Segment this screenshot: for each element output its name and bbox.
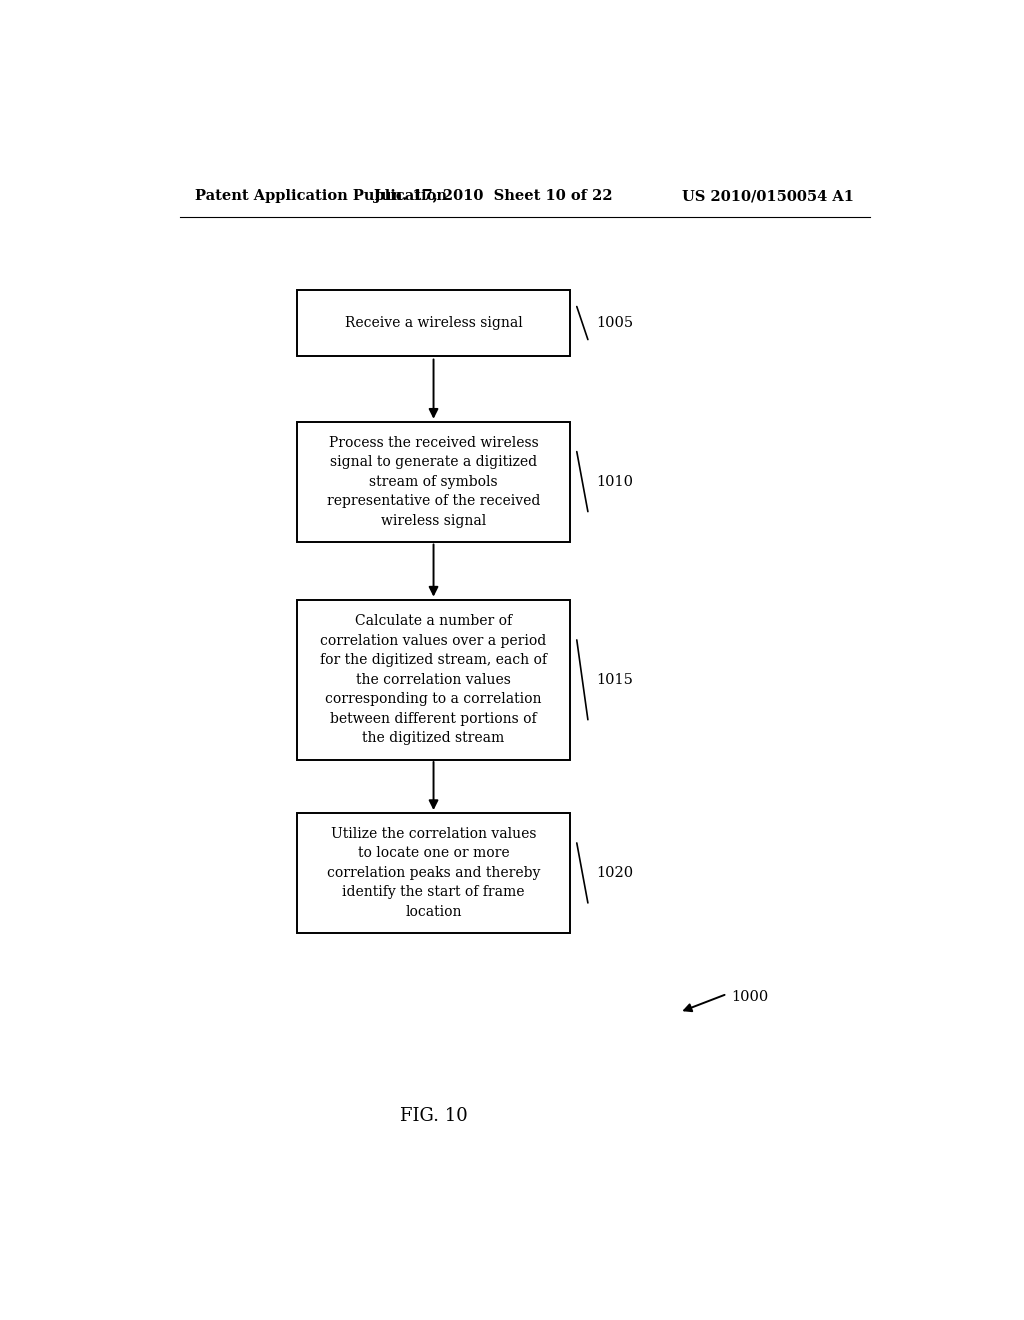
Text: US 2010/0150054 A1: US 2010/0150054 A1 [682, 189, 854, 203]
Text: 1020: 1020 [596, 866, 633, 880]
Text: Jun. 17, 2010  Sheet 10 of 22: Jun. 17, 2010 Sheet 10 of 22 [374, 189, 612, 203]
Text: Process the received wireless
signal to generate a digitized
stream of symbols
r: Process the received wireless signal to … [327, 436, 541, 528]
Text: FIG. 10: FIG. 10 [399, 1107, 467, 1125]
Text: 1005: 1005 [596, 315, 633, 330]
Text: Utilize the correlation values
to locate one or more
correlation peaks and there: Utilize the correlation values to locate… [327, 826, 541, 919]
Text: 1010: 1010 [596, 475, 633, 488]
Bar [297, 813, 570, 933]
Text: Patent Application Publication: Patent Application Publication [196, 189, 447, 203]
Bar [297, 421, 570, 541]
Text: 1000: 1000 [731, 990, 768, 1005]
Text: Calculate a number of
correlation values over a period
for the digitized stream,: Calculate a number of correlation values… [321, 614, 547, 746]
Text: Receive a wireless signal: Receive a wireless signal [345, 315, 522, 330]
Bar [297, 601, 570, 759]
Bar [297, 290, 570, 356]
Text: 1015: 1015 [596, 673, 633, 686]
